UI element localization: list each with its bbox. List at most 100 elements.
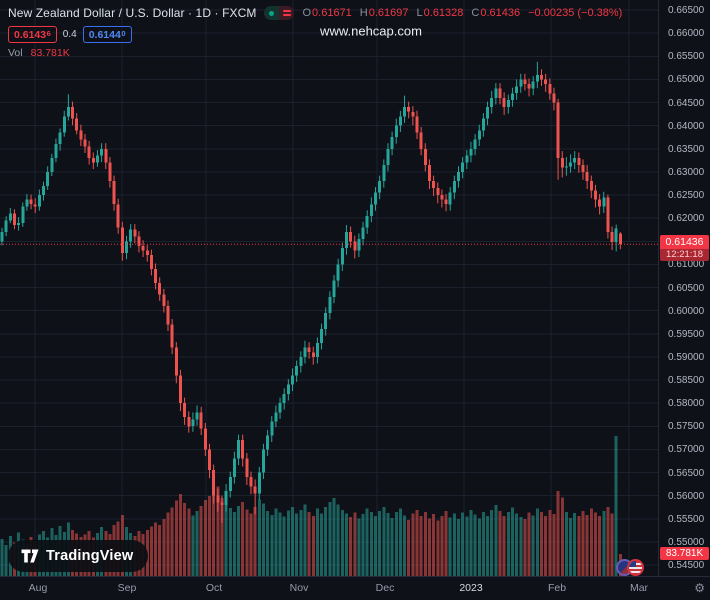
candle-body	[183, 403, 187, 417]
candle-body	[440, 195, 444, 200]
volume-bar	[469, 510, 473, 576]
volume-bar	[303, 504, 307, 576]
candle-body	[344, 232, 348, 249]
volume-bar	[374, 515, 377, 576]
candlestick-chart[interactable]	[0, 0, 658, 576]
volume-bar	[452, 513, 456, 576]
volume-bar	[187, 508, 191, 576]
open-label: O	[302, 7, 312, 19]
volume-label[interactable]: Vol	[8, 47, 23, 59]
candle-body	[158, 282, 162, 295]
candle-body	[390, 137, 394, 149]
candle-body	[261, 449, 265, 473]
volume-bar	[203, 500, 207, 576]
candle-body	[469, 148, 473, 156]
gear-icon[interactable]: ⚙	[694, 581, 705, 595]
volume-bar	[282, 516, 286, 576]
volume-bar	[593, 512, 597, 576]
candle-body	[8, 213, 12, 221]
volume-bar	[378, 511, 382, 576]
candle-body	[519, 79, 523, 87]
price-axis[interactable]: 0.66500 0.66000 0.65500 0.65000 0.64500 0.640…	[658, 0, 710, 576]
tradingview-logo[interactable]: TradingView	[8, 540, 149, 572]
candle-body	[145, 250, 149, 256]
candle-body	[91, 158, 95, 163]
volume-bar	[394, 512, 398, 576]
volume-bar	[166, 512, 170, 576]
candle-body	[403, 107, 407, 117]
candle-body	[4, 220, 8, 232]
candle-body	[133, 229, 137, 237]
candle-body	[427, 164, 431, 182]
volume-bar	[307, 511, 311, 576]
last-volume-tag: 83.781K	[660, 547, 709, 560]
candle-body	[58, 132, 62, 145]
chart-pane[interactable]	[0, 0, 658, 576]
candle-body	[295, 366, 299, 376]
volume-bar	[224, 504, 228, 576]
close-label: C	[471, 7, 480, 19]
buy-sell-toggle-icon[interactable]	[264, 6, 295, 20]
time-axis-label: Mar	[629, 582, 649, 594]
volume-bar	[353, 512, 357, 576]
candle-body	[66, 107, 70, 117]
symbol-pair-flags	[616, 559, 644, 576]
candle-body	[473, 139, 477, 149]
volume-bar	[461, 512, 465, 576]
volume-bar	[261, 503, 265, 576]
candle-body	[187, 417, 191, 427]
candle-body	[12, 213, 16, 226]
candle-body	[54, 144, 58, 158]
candle-body	[208, 449, 211, 471]
symbol-title[interactable]: New Zealand Dollar / U.S. Dollar · 1D · …	[8, 6, 257, 20]
candle-body	[100, 148, 104, 156]
volume-bar	[315, 508, 319, 576]
candle-body	[548, 84, 552, 94]
low-value: 0.61328	[423, 7, 464, 19]
price-axis-label: 0.55000	[668, 536, 705, 548]
volume-bar	[174, 500, 178, 576]
high-value: 0.61697	[368, 7, 409, 19]
high-label: H	[359, 7, 368, 19]
volume-bar	[199, 506, 203, 576]
buy-ask-button[interactable]: 0.6144 0	[82, 26, 132, 43]
candle-body	[232, 458, 236, 478]
candle-body	[332, 280, 336, 297]
candle-body	[614, 228, 618, 243]
volume-bar	[286, 510, 290, 576]
volume-bar	[212, 490, 216, 576]
candle-body	[245, 458, 249, 478]
tradingview-mark-icon	[21, 549, 39, 563]
volume-bar	[154, 522, 158, 576]
candle-body	[241, 440, 245, 459]
candle-body	[465, 155, 469, 163]
price-axis-label: 0.62500	[668, 190, 705, 201]
price-axis-label: 0.58500	[668, 375, 705, 386]
ask-price-fraction: 0	[121, 29, 126, 38]
volume-bar	[253, 507, 257, 576]
volume-bar	[382, 507, 386, 576]
time-axis-label: 2023	[459, 582, 483, 594]
volume-bar	[585, 515, 589, 576]
candle-body	[602, 197, 606, 207]
sell-lines-icon	[279, 6, 295, 20]
candle-body	[253, 486, 257, 494]
candle-body	[452, 181, 456, 193]
time-axis[interactable]: Aug Sep Oct Nov Dec 2023 Feb Mar ⚙	[0, 576, 710, 600]
candle-body	[374, 192, 377, 205]
volume-bar	[195, 510, 199, 576]
volume-bar	[149, 526, 153, 576]
volume-bar	[245, 509, 249, 576]
sell-bid-button[interactable]: 0.6143 6	[8, 26, 57, 43]
candle-body	[120, 227, 124, 253]
volume-bar	[369, 512, 373, 576]
candle-body	[490, 97, 494, 108]
candle-body	[398, 116, 402, 126]
candle-body	[137, 236, 141, 246]
candle-body	[50, 158, 54, 172]
volume-bar	[344, 513, 348, 576]
candle-body	[556, 102, 560, 158]
close-value: 0.61436	[480, 7, 521, 19]
buy-dot-icon	[264, 6, 280, 20]
candle-body	[461, 162, 465, 172]
